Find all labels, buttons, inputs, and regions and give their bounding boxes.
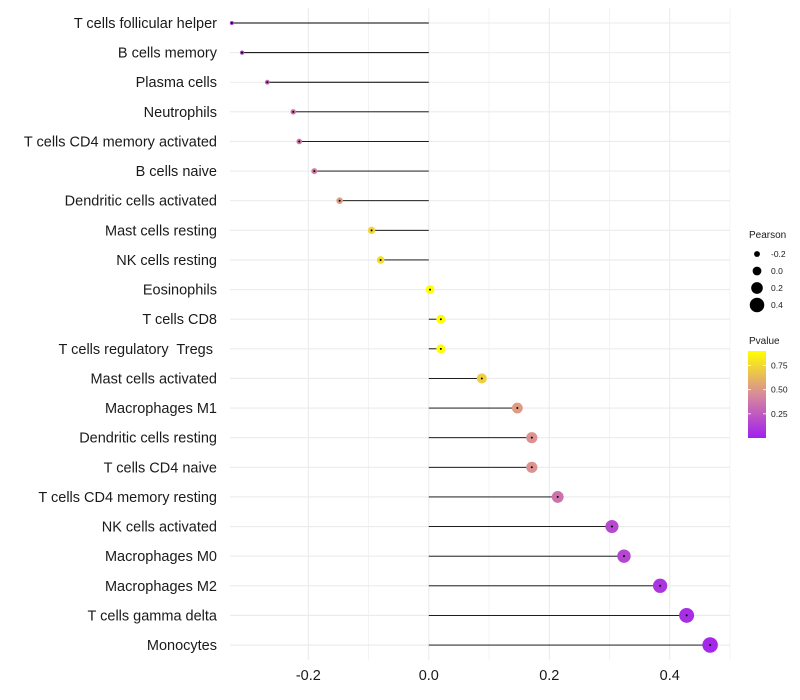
x-tick-label: -0.2 [296,668,321,684]
category-label: T cells CD8 [142,312,217,328]
category-label: T cells CD4 memory resting [38,490,217,506]
category-label: T cells gamma delta [88,608,218,624]
lollipop-point-core [313,170,316,173]
category-label: Monocytes [147,638,217,654]
lollipop-point-core [622,555,625,558]
category-label: Macrophages M2 [105,579,217,595]
category-label: Plasma cells [136,75,217,91]
lollipop-point-core [241,51,244,54]
category-label: NK cells resting [116,253,217,269]
legend-pearson-key [751,282,763,294]
lollipop-point-core [556,495,559,498]
legend-pearson-label: 0.4 [771,300,783,310]
legend-pearson-title: Pearson [749,230,786,241]
category-label: Dendritic cells activated [65,194,217,210]
lollipop-point-core [439,347,442,350]
lollipop-point-core [659,584,662,587]
lollipop-point-core [685,614,688,617]
legend-pearson-label: 0.2 [771,283,783,293]
legend-pearson-label: -0.2 [771,249,786,259]
lollipop-point-core [530,466,533,469]
lollipop-point-core [610,525,613,528]
legend-pvalue-label: 0.25 [771,409,788,419]
category-label: T cells follicular helper [74,16,217,32]
category-label: T cells regulatory Tregs [59,342,218,358]
category-label: B cells naive [136,164,217,180]
y-axis-labels: T cells follicular helper B cells memory P… [24,16,218,654]
legend-pvalue-label: 0.75 [771,361,788,371]
category-label: Mast cells activated [90,371,217,387]
x-axis-ticks: -0.2 0.0 0.2 0.4 [296,668,680,684]
category-label: Macrophages M1 [105,401,217,417]
category-label: Neutrophils [144,105,217,121]
lollipop-point-core [370,229,373,232]
lollipop-point-core [439,318,442,321]
segment-layer [231,22,711,646]
grid-layer [230,8,731,660]
legend-pvalue-label: 0.50 [771,385,788,395]
legend-pearson-key [754,251,760,257]
category-label: T cells CD4 naive [104,460,217,476]
lollipop-point-core [516,407,519,410]
x-tick-label: 0.0 [419,668,439,684]
legend-pvalue-title: Pvalue [749,336,780,347]
category-label: Eosinophils [143,283,217,299]
point-layer [229,20,718,653]
lollipop-point-core [298,140,301,143]
lollipop-point-core [379,258,382,261]
lollipop-point-core [292,110,295,113]
category-label: NK cells activated [102,520,217,536]
category-label: Macrophages M0 [105,549,217,565]
legend-pearson: Pearson -0.2 0.0 0.2 0.4 [749,230,786,313]
lollipop-point-core [480,377,483,380]
legend-pearson-key [749,297,765,313]
category-label: Mast cells resting [105,223,217,239]
legend-pearson-key [752,266,762,276]
legend-pvalue-colorbar [748,351,766,438]
category-label: Dendritic cells resting [79,431,217,447]
lollipop-point-core [266,81,269,84]
category-label: T cells CD4 memory activated [24,134,217,150]
x-tick-label: 0.4 [660,668,680,684]
lollipop-point-core [530,436,533,439]
legend-pearson-label: 0.0 [771,266,783,276]
lollipop-point-core [709,644,712,647]
lollipop-point-core [429,288,431,291]
lollipop-point-core [230,22,233,24]
category-label: B cells memory [118,46,218,62]
x-tick-label: 0.2 [539,668,559,684]
lollipop-point-core [338,199,341,202]
legend-pvalue: Pvalue 0.25 0.50 0.75 [748,336,788,438]
